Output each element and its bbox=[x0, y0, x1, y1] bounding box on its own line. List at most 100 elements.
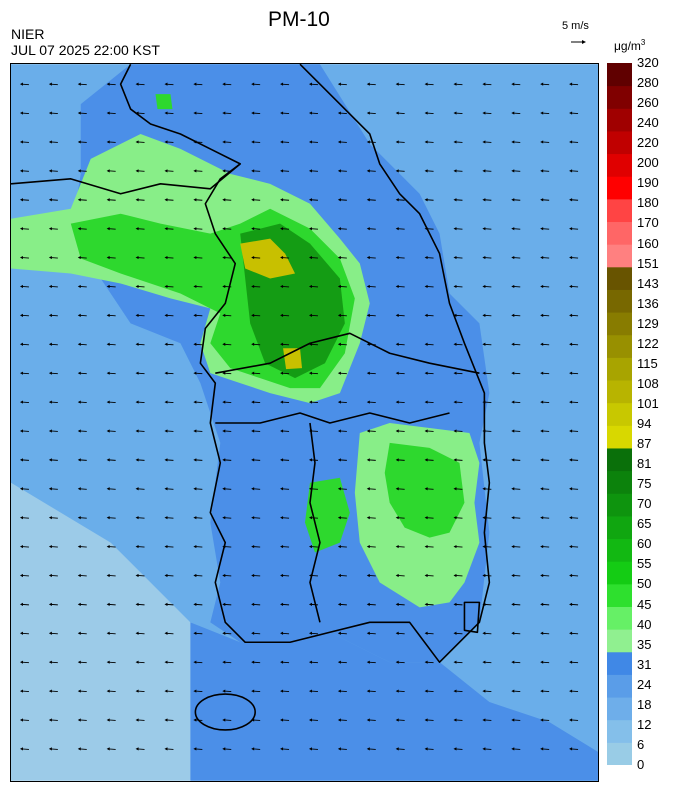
legend-swatch bbox=[607, 85, 632, 109]
wind-arrow-icon bbox=[424, 169, 434, 173]
wind-arrow-icon bbox=[569, 660, 579, 664]
wind-arrow-icon bbox=[193, 718, 203, 722]
wind-arrow-icon bbox=[453, 313, 463, 317]
wind-arrow-icon bbox=[424, 631, 434, 635]
wind-arrow-icon bbox=[308, 227, 318, 231]
wind-arrow-icon bbox=[164, 371, 174, 375]
wind-arrow-icon bbox=[540, 429, 550, 433]
wind-arrow-icon bbox=[164, 689, 174, 693]
wind-arrow-icon bbox=[106, 429, 116, 433]
wind-arrow-icon bbox=[106, 169, 116, 173]
wind-arrow-icon bbox=[193, 689, 203, 693]
wind-arrow-icon bbox=[395, 342, 405, 346]
legend-swatch bbox=[607, 176, 632, 200]
wind-arrow-icon bbox=[135, 429, 145, 433]
wind-arrow-icon bbox=[19, 140, 29, 144]
wind-arrow-icon bbox=[540, 400, 550, 404]
legend-tick-label: 136 bbox=[637, 295, 659, 311]
wind-arrow-icon bbox=[77, 342, 87, 346]
wind-arrow-icon bbox=[337, 227, 347, 231]
wind-arrow-icon bbox=[569, 227, 579, 231]
wind-arrow-icon bbox=[424, 602, 434, 606]
wind-arrow-icon bbox=[424, 255, 434, 260]
legend-tick-label: 160 bbox=[637, 235, 659, 251]
wind-arrow-icon bbox=[482, 573, 492, 578]
wind-arrow-icon bbox=[280, 140, 290, 144]
wind-arrow-icon bbox=[482, 342, 492, 346]
wind-arrow-icon bbox=[106, 689, 116, 693]
wind-arrow-icon bbox=[337, 631, 347, 635]
wind-arrow-icon bbox=[308, 747, 318, 751]
wind-arrow-icon bbox=[424, 544, 434, 549]
wind-arrow-icon bbox=[453, 660, 463, 664]
wind-arrow-icon bbox=[280, 313, 290, 317]
wind-arrow-icon bbox=[77, 487, 87, 491]
wind-arrow-icon bbox=[19, 313, 29, 317]
wind-arrow-icon bbox=[19, 689, 29, 693]
wind-arrow-icon bbox=[337, 82, 347, 86]
map-title: PM-10 bbox=[268, 8, 330, 31]
wind-arrow-icon bbox=[569, 602, 579, 606]
wind-arrow-icon bbox=[453, 198, 463, 202]
unit-exponent: 3 bbox=[640, 38, 646, 47]
wind-arrow-icon bbox=[48, 602, 58, 606]
wind-arrow-icon bbox=[251, 631, 261, 635]
wind-arrow-icon bbox=[280, 516, 290, 520]
wind-arrow-icon bbox=[540, 342, 550, 346]
legend-tick-label: 35 bbox=[637, 636, 652, 652]
wind-arrow-icon bbox=[135, 140, 145, 144]
wind-arrow-icon bbox=[48, 198, 58, 202]
legend-tick-label: 143 bbox=[637, 275, 659, 291]
wind-arrow-icon bbox=[337, 198, 347, 202]
wind-arrow-icon bbox=[193, 747, 203, 751]
wind-arrow-icon bbox=[366, 516, 376, 520]
wind-arrow-icon bbox=[511, 544, 521, 549]
wind-arrow-icon bbox=[308, 660, 318, 664]
wind-arrow-icon bbox=[193, 140, 203, 144]
wind-arrow-icon bbox=[337, 689, 347, 693]
pm10-concentration-map[interactable] bbox=[10, 63, 599, 782]
wind-arrow-icon bbox=[308, 255, 318, 260]
wind-arrow-icon bbox=[395, 429, 405, 433]
wind-arrow-icon bbox=[48, 284, 58, 289]
wind-arrow-icon bbox=[453, 718, 463, 722]
wind-arrow-icon bbox=[511, 313, 521, 317]
wind-arrow-icon bbox=[453, 747, 463, 751]
wind-arrow-icon bbox=[569, 573, 579, 578]
wind-arrow-icon bbox=[193, 516, 203, 520]
wind-arrow-icon bbox=[222, 429, 232, 433]
wind-arrow-icon bbox=[453, 516, 463, 520]
legend-tick-label: 81 bbox=[637, 456, 652, 472]
legend-tick-label: 170 bbox=[637, 215, 659, 231]
wind-arrow-icon bbox=[222, 689, 232, 693]
wind-arrow-icon bbox=[337, 371, 347, 375]
legend-swatch bbox=[607, 674, 632, 698]
south-provincial-boundary-3 bbox=[309, 422, 321, 623]
wind-arrow-icon bbox=[424, 111, 434, 115]
wind-arrow-icon bbox=[77, 284, 87, 289]
wind-arrow-icon bbox=[511, 631, 521, 635]
wind-arrow-icon bbox=[453, 169, 463, 173]
wind-arrow-icon bbox=[106, 313, 116, 317]
color-scale-legend bbox=[607, 63, 632, 765]
wind-arrow-icon bbox=[135, 169, 145, 173]
wind-arrow-icon bbox=[164, 429, 174, 433]
wind-arrow-icon bbox=[251, 342, 261, 346]
wind-scale-label: 5 m/s bbox=[562, 20, 589, 32]
wind-arrow-icon bbox=[48, 111, 58, 115]
wind-arrow-icon bbox=[135, 342, 145, 346]
wind-arrow-icon bbox=[366, 313, 376, 317]
wind-arrow-icon bbox=[395, 371, 405, 375]
wind-arrow-icon bbox=[222, 458, 232, 462]
wind-arrow-icon bbox=[135, 458, 145, 462]
wind-arrow-icon bbox=[366, 660, 376, 664]
wind-arrow-icon bbox=[48, 140, 58, 144]
wind-arrow-icon bbox=[106, 487, 116, 491]
wind-arrow-icon bbox=[511, 255, 521, 260]
wind-arrow-icon bbox=[251, 227, 261, 231]
wind-arrow-icon bbox=[511, 689, 521, 693]
wind-arrow-icon bbox=[193, 313, 203, 317]
wind-arrow-icon bbox=[48, 631, 58, 635]
wind-arrow-icon bbox=[19, 718, 29, 722]
wind-arrow-icon bbox=[77, 313, 87, 317]
